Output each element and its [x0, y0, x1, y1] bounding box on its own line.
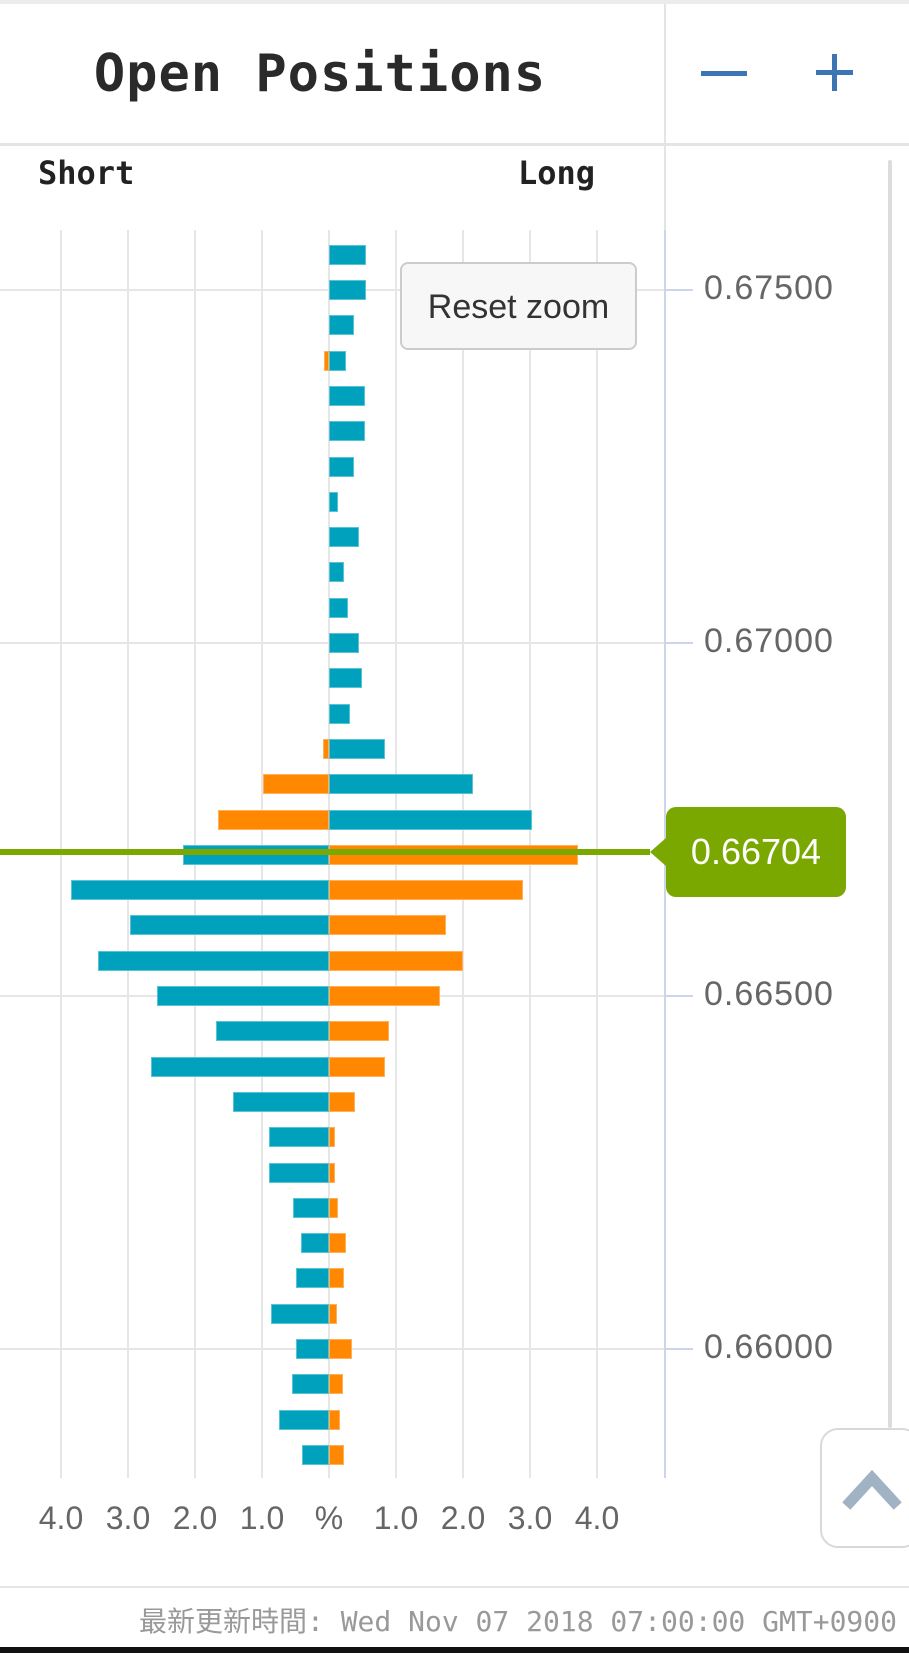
long-bar [329, 739, 385, 759]
long-bar [329, 1198, 338, 1218]
footer-divider [0, 1586, 909, 1588]
x-axis-label: 3.0 [105, 1500, 151, 1536]
y-axis-label: 0.66500 [704, 975, 834, 1013]
x-axis-label: % [314, 1500, 344, 1536]
page-title: Open Positions [93, 44, 547, 104]
long-bar [329, 880, 523, 900]
top-strip [0, 0, 909, 4]
plus-icon-bar [832, 54, 837, 91]
x-axis-label: 2.0 [172, 1500, 218, 1536]
short-bar [296, 1339, 329, 1359]
bottom-bar [0, 1647, 909, 1653]
long-bar [329, 810, 532, 830]
long-bar [329, 457, 354, 477]
last-updated-text: 最新更新時間: Wed Nov 07 2018 07:00:00 GMT+090… [138, 1605, 897, 1638]
current-price-flag: 0.66704 [650, 807, 846, 897]
long-bar [329, 1339, 352, 1359]
short-bar [296, 1268, 329, 1288]
y-axis-tick [664, 289, 693, 291]
short-bar [183, 845, 329, 865]
long-bar [329, 245, 366, 265]
long-bar [329, 951, 463, 971]
long-bar [329, 774, 473, 794]
long-bar [329, 280, 366, 300]
short-bar [130, 915, 329, 935]
long-bar [329, 492, 338, 512]
x-axis-label: 2.0 [440, 1500, 486, 1536]
short-bar [263, 774, 329, 794]
long-bar [329, 1233, 346, 1253]
current-price-value: 0.66704 [690, 831, 822, 872]
short-bar [302, 1445, 329, 1465]
long-bar [329, 915, 446, 935]
short-bar [324, 351, 329, 371]
long-bar [329, 598, 348, 618]
y-axis-label: 0.67000 [704, 622, 834, 660]
long-bar [329, 1057, 385, 1077]
x-axis-label: 4.0 [574, 1500, 620, 1536]
short-label: Short [38, 154, 135, 192]
short-bar [293, 1198, 329, 1218]
scrollbar[interactable] [888, 160, 892, 1428]
long-bar [329, 1445, 344, 1465]
short-bar [98, 951, 329, 971]
y-axis-tick [664, 1348, 693, 1350]
long-bar [329, 668, 362, 688]
x-axis-label: 1.0 [373, 1500, 419, 1536]
short-bar [323, 739, 329, 759]
zoom-in-icon[interactable] [816, 54, 853, 91]
short-bar [269, 1127, 329, 1147]
y-axis-tick [664, 995, 693, 997]
y-axis-tick [664, 642, 693, 644]
long-bar [329, 1163, 335, 1183]
long-bar [329, 1021, 389, 1041]
long-bar [329, 315, 354, 335]
long-bar [329, 1092, 355, 1112]
long-bar [329, 1304, 337, 1324]
current-price-line [0, 849, 650, 855]
long-bar [329, 1374, 343, 1394]
short-bar [279, 1410, 329, 1430]
long-bar [329, 1410, 340, 1430]
long-bar [329, 351, 346, 371]
long-bar [329, 633, 359, 653]
long-label: Long [518, 154, 596, 192]
long-bar [329, 527, 359, 547]
long-bar [329, 562, 344, 582]
long-bar [329, 1268, 344, 1288]
short-bar [71, 880, 329, 900]
short-bar [216, 1021, 329, 1041]
header-divider [0, 143, 909, 146]
scroll-to-top-button[interactable] [820, 1428, 909, 1548]
reset-zoom-button[interactable]: Reset zoom [400, 262, 637, 350]
x-axis-label: 1.0 [239, 1500, 285, 1536]
y-axis-label: 0.66000 [704, 1328, 834, 1366]
long-bar [329, 386, 365, 406]
long-bar [329, 986, 440, 1006]
short-bar [157, 986, 329, 1006]
flag-pointer [650, 838, 666, 866]
short-bar [151, 1057, 329, 1077]
zoom-out-icon[interactable] [701, 71, 747, 76]
long-bar [329, 845, 578, 865]
y-axis-label: 0.67500 [704, 269, 834, 307]
panel-divider [664, 4, 666, 230]
short-bar [269, 1163, 329, 1183]
short-bar [233, 1092, 329, 1112]
x-axis-label: 3.0 [507, 1500, 553, 1536]
long-bar [329, 421, 365, 441]
short-bar [301, 1233, 329, 1253]
short-bar [292, 1374, 329, 1394]
long-bar [329, 1127, 335, 1147]
short-bar [271, 1304, 329, 1324]
short-bar [218, 810, 329, 830]
long-bar [329, 704, 350, 724]
x-axis-label: 4.0 [38, 1500, 84, 1536]
